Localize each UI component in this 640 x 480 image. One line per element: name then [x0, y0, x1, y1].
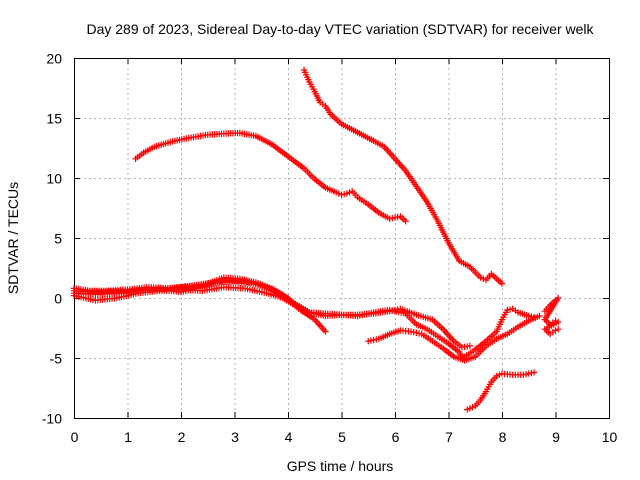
- series-track-dip: [365, 312, 543, 364]
- data-point: [530, 369, 538, 376]
- data-point: [536, 312, 543, 320]
- x-tick-label: 6: [392, 429, 400, 445]
- grid-lines: [74, 58, 609, 418]
- series-track-zero-d: [70, 274, 313, 320]
- data-point: [306, 312, 313, 320]
- data-point: [402, 218, 409, 225]
- x-tick-label: 0: [71, 429, 79, 445]
- series-track-descending: [300, 66, 506, 287]
- x-tick-label: 10: [602, 429, 618, 445]
- y-tick-label: 20: [46, 51, 62, 67]
- x-tick-label: 3: [231, 429, 239, 445]
- x-tick-label: 2: [178, 429, 186, 445]
- chart-title: Day 289 of 2023, Sidereal Day-to-day VTE…: [86, 21, 594, 37]
- series-track-rise: [461, 305, 538, 360]
- x-tick-label: 4: [285, 429, 293, 445]
- x-tick-label: 5: [338, 429, 346, 445]
- y-axis-label: SDTVAR / TECUs: [5, 182, 21, 294]
- y-tick-label: 0: [54, 291, 62, 307]
- y-tick-label: 5: [54, 231, 62, 247]
- series-track-upper-arc: [132, 129, 409, 225]
- x-tick-label: 7: [445, 429, 453, 445]
- y-tick-label: 15: [46, 111, 62, 127]
- data-point: [466, 342, 474, 350]
- y-tick-label: 10: [46, 171, 62, 187]
- data-point: [498, 280, 506, 287]
- x-tick-label: 1: [124, 429, 132, 445]
- data-point: [530, 314, 538, 321]
- x-tick-label: 8: [499, 429, 507, 445]
- y-tick-label: -5: [50, 351, 63, 367]
- tick-labels: 0 1 2 3 4 5 6 7 8 9 10 -10 -5 0 5 10 15 20: [42, 51, 618, 446]
- y-tick-label: -10: [42, 411, 62, 427]
- series-track-end-cluster: [541, 294, 562, 338]
- series-track-low: [464, 369, 538, 413]
- x-axis-label: GPS time / hours: [287, 458, 394, 474]
- data-point: [322, 328, 329, 335]
- x-tick-label: 9: [552, 429, 560, 445]
- data-point: [554, 326, 562, 333]
- data-points: [70, 66, 562, 413]
